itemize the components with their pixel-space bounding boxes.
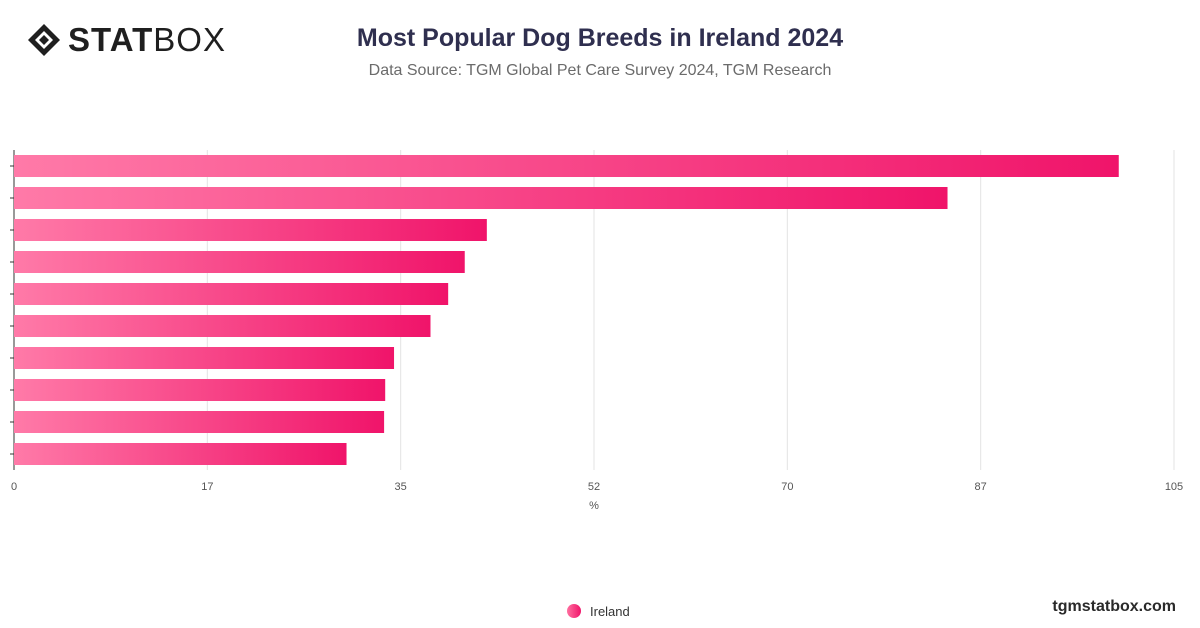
bar-9[interactable] bbox=[14, 411, 385, 433]
bar-7[interactable] bbox=[14, 347, 395, 369]
statbox-logo-icon bbox=[28, 24, 60, 56]
bar-1[interactable] bbox=[14, 155, 1119, 177]
logo-text-light: BOX bbox=[153, 21, 226, 58]
legend-swatch-ireland bbox=[567, 604, 581, 618]
legend-label-ireland: Ireland bbox=[590, 603, 630, 619]
bar-4[interactable] bbox=[14, 251, 465, 273]
bar-10[interactable] bbox=[14, 443, 347, 465]
logo-text-bold: STAT bbox=[68, 21, 154, 58]
x-tick-label: 105 bbox=[1165, 481, 1183, 493]
bar-8[interactable] bbox=[14, 379, 386, 401]
x-tick-label: 70 bbox=[781, 481, 793, 493]
statbox-logo: STAT BOX bbox=[26, 20, 226, 60]
x-tick-label: 35 bbox=[395, 481, 407, 493]
x-axis-label: % bbox=[589, 500, 599, 512]
chart-subtitle: Data Source: TGM Global Pet Care Survey … bbox=[368, 62, 832, 79]
bar-3[interactable] bbox=[14, 219, 487, 241]
bar-5[interactable] bbox=[14, 283, 449, 305]
bar-2[interactable] bbox=[14, 187, 948, 209]
chart-title: Most Popular Dog Breeds in Ireland 2024 bbox=[356, 24, 844, 52]
legend[interactable]: Ireland bbox=[567, 602, 630, 620]
x-tick-label: 0 bbox=[11, 481, 17, 493]
x-tick-label: 52 bbox=[588, 481, 600, 493]
site-url[interactable]: tgmstatbox.com bbox=[1052, 598, 1176, 615]
x-tick-label: 87 bbox=[975, 481, 987, 493]
x-tick-label: 17 bbox=[201, 481, 213, 493]
bar-6[interactable] bbox=[14, 315, 431, 337]
